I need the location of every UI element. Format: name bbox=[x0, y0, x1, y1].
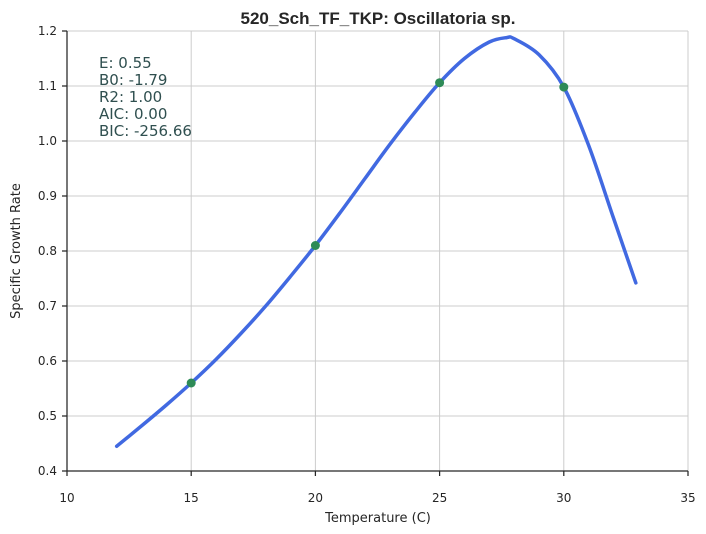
data-point bbox=[310, 241, 320, 250]
axes: 0.4 0.5 0.6 0.7 0.8 0.9 1.0 1.1 1.2 10 15 20 25 30 35 bbox=[38, 24, 696, 505]
y-tick-label: 0.4 bbox=[38, 464, 57, 478]
y-tick-label: 0.5 bbox=[38, 409, 57, 423]
data-point bbox=[559, 82, 569, 92]
x-tick-label: 25 bbox=[432, 491, 447, 505]
data-point bbox=[186, 378, 196, 388]
x-tick-label: 20 bbox=[308, 491, 323, 505]
stat-r2: R2: 1.00 bbox=[99, 88, 162, 106]
x-tick-label: 10 bbox=[59, 491, 74, 505]
x-tick-label: 30 bbox=[556, 491, 571, 505]
stat-e: E: 0.55 bbox=[99, 54, 152, 72]
series bbox=[114, 35, 638, 448]
y-tick-label: 0.9 bbox=[38, 189, 57, 203]
y-tick-label: 0.6 bbox=[38, 354, 57, 368]
y-tick-label: 1.0 bbox=[38, 134, 57, 148]
y-tick-label: 1.1 bbox=[38, 79, 57, 93]
y-tick-label: 0.8 bbox=[38, 244, 57, 258]
data-point bbox=[435, 78, 445, 88]
stat-aic: AIC: 0.00 bbox=[99, 105, 167, 123]
fitted-curve-line bbox=[114, 35, 638, 448]
x-axis-label: Temperature (C) bbox=[324, 511, 431, 526]
stat-bic: BIC: -256.66 bbox=[99, 122, 192, 140]
chart-title: 520_Sch_TF_TKP: Oscillatoria sp. bbox=[241, 9, 516, 28]
grid bbox=[67, 30, 689, 471]
y-tick-label: 0.7 bbox=[38, 299, 57, 313]
y-axis-label: Specific Growth Rate bbox=[9, 183, 24, 319]
y-tick-label: 1.2 bbox=[38, 24, 57, 38]
stat-b0: B0: -1.79 bbox=[99, 71, 167, 89]
x-tick-label: 35 bbox=[680, 491, 695, 505]
x-tick-label: 15 bbox=[184, 491, 199, 505]
